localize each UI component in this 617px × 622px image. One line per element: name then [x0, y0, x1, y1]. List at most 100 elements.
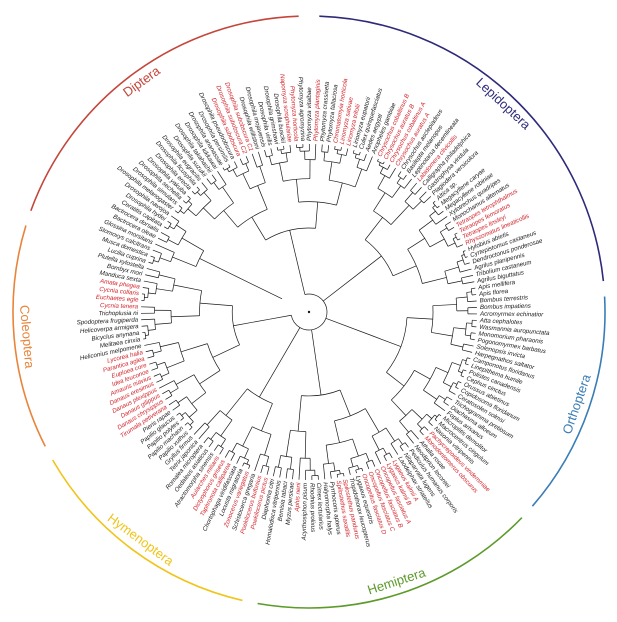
- branch-arc: [353, 152, 360, 156]
- branch-tip: [467, 300, 477, 302]
- branch-stem: [158, 274, 176, 280]
- branch-tip: [428, 421, 433, 427]
- branch-stem: [399, 420, 409, 433]
- branch-tip: [245, 156, 249, 163]
- order-arc: [257, 517, 523, 609]
- branch-stem: [148, 329, 156, 331]
- branch-stem: [417, 423, 423, 430]
- taxon-label: Cycnia collaris: [99, 286, 139, 297]
- branch-stem: [339, 389, 351, 417]
- branch-stem: [199, 258, 229, 273]
- branch-stem: [426, 413, 432, 419]
- branch-stem: [212, 344, 240, 358]
- branch-tip: [434, 419, 438, 422]
- branch-arc: [164, 362, 170, 374]
- branch-arc: [464, 322, 467, 336]
- branch-stem: [336, 182, 343, 206]
- branch-arc: [329, 179, 356, 188]
- branch-tip: [155, 243, 175, 253]
- branch-tip: [162, 389, 170, 395]
- branch-tip: [298, 457, 301, 480]
- branch-tip: [323, 464, 326, 480]
- branch-stem: [333, 462, 336, 472]
- branch-arc: [419, 198, 425, 204]
- branch-tip: [361, 468, 364, 472]
- branch-stem: [315, 359, 322, 396]
- taxon-label: Halyomorpha halys: [322, 482, 334, 535]
- branch-arc: [323, 160, 340, 164]
- branch-arc: [152, 257, 155, 264]
- branch-stem: [339, 470, 341, 474]
- branch-stem: [203, 192, 212, 201]
- branch-stem: [265, 456, 270, 467]
- branch-tip: [456, 244, 464, 248]
- branch-arc: [356, 167, 367, 172]
- branch-tip: [359, 151, 361, 156]
- branch-stem: [447, 280, 463, 285]
- branch-stem: [166, 360, 185, 369]
- branch-tip: [399, 446, 404, 452]
- branch-tip: [419, 191, 427, 199]
- branch-stem: [269, 156, 272, 165]
- branch-tip: [156, 379, 163, 383]
- branch-tip: [270, 148, 273, 156]
- branch-stem: [289, 230, 298, 262]
- branch-arc: [371, 427, 387, 437]
- branch-stem: [203, 207, 215, 220]
- branch-tip: [334, 145, 336, 150]
- branch-stem: [277, 327, 301, 366]
- branch-stem: [432, 304, 457, 307]
- branch-stem: [365, 453, 370, 462]
- branch-arc: [152, 350, 155, 357]
- branch-tip: [182, 200, 187, 204]
- branch-stem: [423, 389, 437, 400]
- branch-stem: [325, 318, 375, 337]
- branch-arc: [390, 438, 399, 444]
- branch-stem: [391, 399, 407, 416]
- branch-stem: [257, 185, 268, 210]
- branch-stem: [323, 275, 357, 302]
- branch-stem: [404, 192, 414, 202]
- branch-stem: [156, 361, 165, 366]
- taxon-label: Spodoptera frugiperda: [77, 317, 139, 327]
- branch-stem: [181, 412, 186, 416]
- branch-tip: [191, 191, 196, 195]
- branch-arc: [290, 315, 301, 328]
- branch-tip: [446, 396, 453, 401]
- branch-arc: [159, 373, 163, 380]
- branch-tip: [285, 468, 288, 479]
- branch-tip: [448, 227, 455, 231]
- branch-tip: [389, 167, 396, 179]
- branch-arc: [461, 255, 465, 265]
- branch-tip: [189, 427, 193, 431]
- branch-stem: [390, 205, 410, 225]
- branch-tip: [248, 465, 251, 469]
- branch-arc: [429, 215, 437, 225]
- branch-stem: [170, 387, 179, 394]
- branch-arc: [423, 367, 437, 391]
- branch-stem: [199, 302, 233, 307]
- branch-stem: [386, 372, 405, 387]
- branch-stem: [350, 458, 354, 467]
- branch-tip: [198, 426, 210, 440]
- branch-tip: [234, 161, 238, 168]
- branch-arc: [321, 151, 328, 153]
- branch-tip: [457, 238, 461, 241]
- branch-stem: [156, 288, 173, 292]
- branch-tip: [152, 249, 162, 254]
- branch-tip: [151, 367, 159, 371]
- branch-tip: [171, 215, 180, 222]
- branch-arc: [455, 298, 458, 311]
- branch-stem: [222, 186, 234, 204]
- branch-stem: [279, 162, 284, 182]
- branch-stem: [414, 370, 431, 380]
- branch-stem: [354, 168, 363, 188]
- branch-tip: [433, 402, 446, 412]
- branch-tip: [443, 401, 449, 406]
- branch-tip: [219, 448, 224, 455]
- branch-arc: [158, 342, 162, 352]
- branch-stem: [148, 292, 156, 295]
- branch-tip: [352, 150, 355, 154]
- branch-stem: [440, 227, 448, 233]
